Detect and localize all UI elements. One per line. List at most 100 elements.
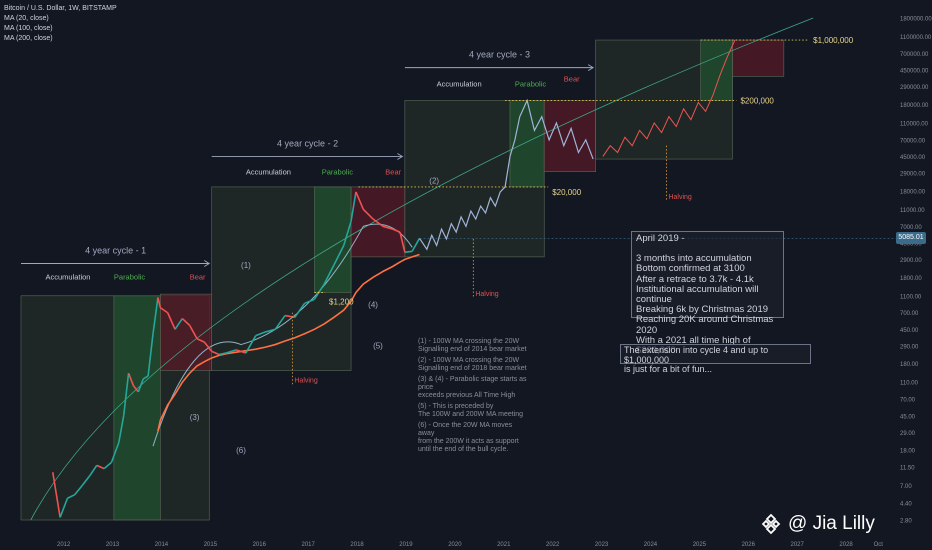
price-segment [333,245,345,266]
price-segment [188,324,198,340]
ma200-line [157,253,420,432]
y-tick-label: 110000.00 [900,121,929,127]
price-segment [350,191,357,222]
y-tick-label: 450.00 [900,328,919,334]
accumulation-label: Accumulation [246,167,291,176]
info-line: Institutional accumulation will continue [636,283,759,306]
bear-label: Bear [385,167,401,176]
x-tick-label: 2022 [546,542,560,548]
y-tick-label: 45000.00 [900,155,926,161]
price-segment [118,415,125,443]
annotations: $1,200 $20,000 $200,000 $1,000,000 4 year cy… [20,36,854,455]
x-tick-label: 2015 [204,542,218,548]
price-segment [181,317,191,326]
cycle-label: 4 year cycle - 3 [469,50,530,60]
note-5b: The 100W and 200W MA meeting [418,411,524,418]
arrow-head-icon [204,260,211,267]
note-5a: (5) - This is preceded by [418,403,494,410]
y-tick-label: 29.00 [900,431,916,437]
price-segment [81,475,91,487]
note-2a: (2) - 100W MA crossing the 20W [418,357,520,364]
y-tick-label: 290000.00 [900,85,929,91]
x-tick-label: Oct [874,542,884,548]
price-segment [313,283,325,300]
legend-ma100: MA (100, close) [4,25,53,32]
y-tick-label: 1800000.00 [900,17,932,23]
y-tick-label: 11000.00 [900,208,925,214]
y-tick-label: 700000.00 [900,52,929,58]
marker-label: (2) [429,176,439,185]
marker-label: (3) [190,413,200,422]
price-segment [142,375,149,380]
level-label: $20,000 [552,188,581,197]
halving-label: Halving [294,378,317,385]
price-segment [392,228,401,233]
price-segment [323,264,335,285]
x-axis-ticks: 2012 2013 2014 2015 2016 2017 2018 2019 2020 2021… [57,542,883,548]
price-segment [284,314,295,319]
price-segment [132,385,139,393]
legend-ma200: MA (200, close) [4,35,53,42]
x-tick-label: 2013 [106,542,120,548]
y-tick-label: 1100.00 [900,294,922,300]
cycle-label: 4 year cycle - 2 [277,138,338,148]
accumulation-label: Accumulation [437,80,482,89]
price-segment [399,231,406,253]
price-segment [88,464,98,477]
y-tick-label: 11.50 [900,465,915,471]
halving-label: Halving [475,291,498,298]
price-segment [147,333,154,377]
price-segment [157,297,162,308]
parabolic-label: Parabolic [322,167,354,176]
price-segment [265,328,276,333]
y-tick-label: 18000.00 [900,189,926,195]
x-tick-label: 2014 [155,542,169,548]
cycle-label: 4 year cycle - 1 [85,245,146,255]
parabolic-label: Parabolic [114,272,146,281]
y-tick-label: 1800.00 [900,276,922,282]
price-segment [294,302,306,318]
price-segment [226,349,237,354]
ma100-line [152,223,413,447]
y-tick-label: 7.00 [900,484,912,490]
y-tick-label: 180000.00 [900,103,929,109]
accumulation-label: Accumulation [45,272,90,281]
note-2b: Signalling end of 2018 bear market [418,365,527,372]
x-tick-label: 2016 [253,542,267,548]
projection-line-cycle3 [419,98,594,251]
arrow-head-icon [587,64,594,71]
price-segment [122,373,130,416]
y-tick-label: 110.00 [900,381,919,387]
x-tick-label: 2028 [839,542,853,548]
arrow-head-icon [397,153,404,160]
price-segment [245,335,257,354]
y-tick-label: 180.00 [900,362,919,368]
trend-line [30,17,814,521]
legend-ma20: MA (20, close) [4,15,49,22]
note-1b: Signalling end of 2014 bear market [418,346,527,353]
x-tick-label: 2020 [448,542,462,548]
level-label: $200,000 [740,96,774,105]
marker-label: (5) [373,342,383,351]
current-price-badge: 5085.01 [896,232,926,244]
note-3a: (3) & (4) - Parabolic stage starts as pr… [418,376,527,391]
price-segment [372,218,384,227]
halving-label: Halving [668,194,691,201]
x-tick-label: 2025 [693,542,707,548]
x-tick-label: 2027 [791,542,805,548]
series-lines [30,17,896,521]
price-segment [342,221,352,246]
info-line: Reaching 20K around Christmas 2020 [636,314,774,336]
price-segment [59,497,69,518]
info-line: After a retrace to 3.7k - 4.1k [636,273,754,285]
info-box: April 2019 - 3 months into accumulation … [631,231,784,356]
price-segment [196,338,205,343]
marker-notes: (1) - 100W MA crossing the 20W Signalling… [418,338,528,457]
y-tick-label: 4.40 [900,502,912,508]
bear-box-4 [732,39,785,77]
binance-logo-icon [761,513,781,535]
extension-note-box: The extension into cycle 4 and up to $1,… [620,344,811,374]
price-segment [159,307,169,314]
price-segment [235,349,247,354]
